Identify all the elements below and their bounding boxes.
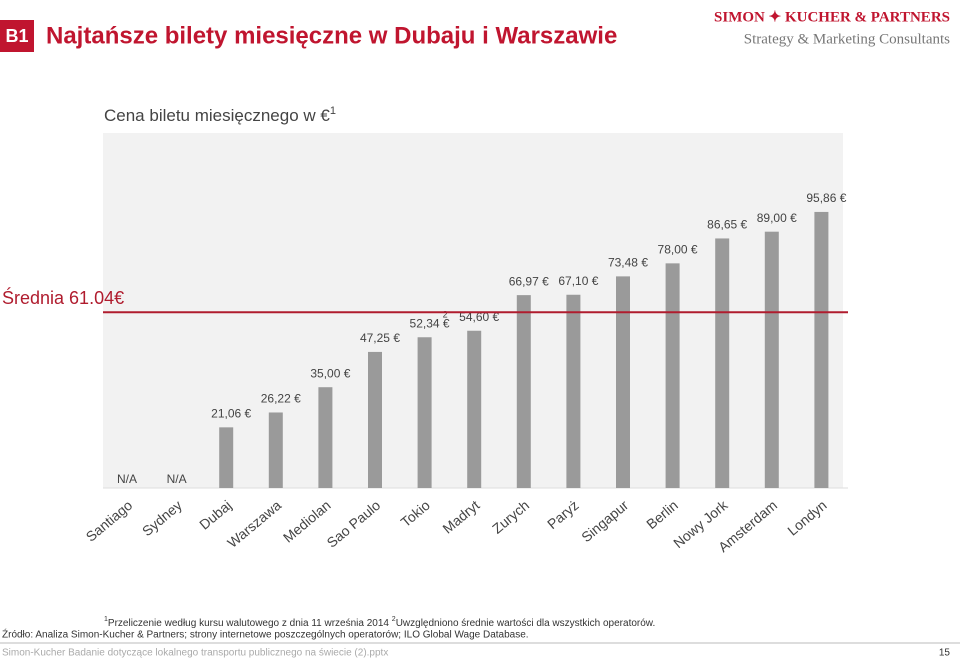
bar [219,427,234,488]
badge-box [0,20,34,52]
slide-title: Najtańsze bilety miesięczne w Dubaju i W… [46,22,617,49]
value-label: 73,48 € [608,256,648,270]
footer-file: Simon-Kucher Badanie dotyczące lokalnego… [2,648,388,659]
footnote-marker: 1 [104,616,108,623]
value-label: 21,06 € [211,407,251,421]
value-label: N/A [167,472,187,486]
source: Źródło: Analiza Simon-Kucher & Partners;… [2,628,529,641]
value-label: 35,00 € [310,366,350,380]
value-label: 26,22 € [261,392,301,406]
value-label: 47,25 € [360,331,400,345]
logo: SIMON ✦ KUCHER & PARTNERS [714,9,950,25]
chart-title-text: Cena biletu miesięcznego w € [104,106,330,125]
bar [764,231,779,488]
bar [467,330,482,488]
value-label: 95,86 € [806,191,846,205]
value-label: 86,65 € [707,218,747,232]
page-number: 15 [939,648,951,659]
bar [417,337,432,488]
bar [566,294,581,488]
bar [318,387,333,488]
bar [268,412,283,488]
bar [516,295,531,488]
badge: B1 [5,26,28,46]
logo-tagline: Strategy & Marketing Consultants [744,31,950,47]
value-label: 54,60 € [459,310,499,324]
value-label: N/A [117,472,137,486]
annotation: 2 [443,310,448,320]
bar [814,211,829,488]
value-label: 78,00 € [658,243,698,257]
bar [665,263,680,488]
chart-title-marker: 1 [330,105,336,117]
footnote: Przeliczenie według kursu walutowego z d… [108,618,392,629]
footnotes: 1Przeliczenie według kursu walutowego z … [104,616,655,629]
average-label: Średnia 61.04€ [2,287,124,308]
value-label: 66,97 € [509,274,549,288]
bar [616,276,630,488]
value-label: 52,34 € [410,316,450,330]
bar [715,238,730,488]
footnote-marker: 2 [392,616,396,623]
value-label: 89,00 € [757,211,797,225]
chart-title: Cena biletu miesięcznego w €1 [104,105,336,126]
value-label: 67,10 € [558,274,598,288]
footnote: Uwzględniono średnie wartości dla wszyst… [396,618,656,629]
bar [368,351,382,488]
